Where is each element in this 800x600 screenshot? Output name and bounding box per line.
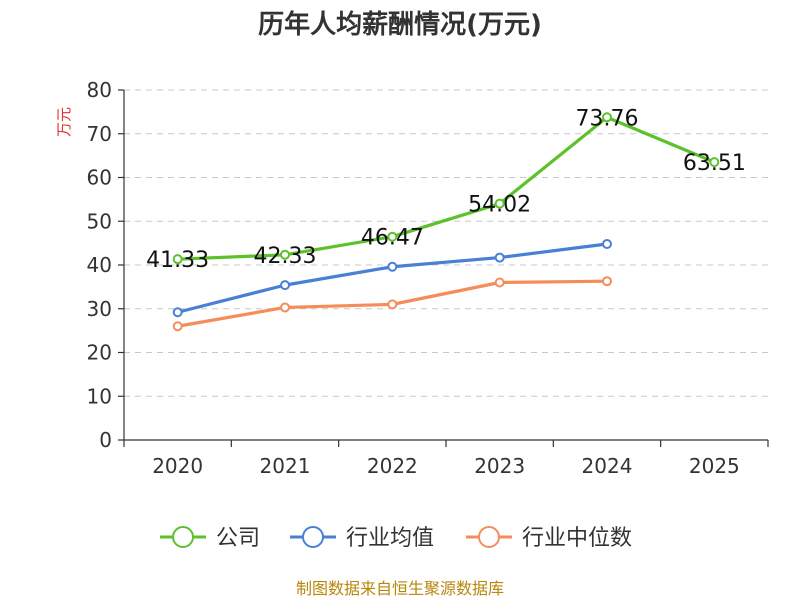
y-tick-label: 50 [87, 209, 112, 233]
source-note: 制图数据来自恒生聚源数据库 [296, 579, 504, 598]
data-point [602, 239, 612, 249]
data-label: 54.02 [468, 193, 531, 218]
y-tick-label: 10 [87, 384, 112, 408]
data-point [387, 261, 398, 272]
legend-item-1[interactable]: 行业均值 [290, 526, 434, 551]
y-tick-label: 20 [87, 341, 112, 365]
data-labels: 41.33 42.33 46.47 54.02 73.76 63.51 [146, 106, 746, 273]
x-tick-label: 2020 [152, 454, 203, 478]
axes: 0 10 20 30 40 50 60 70 80 2020 2021 2022 2023 2024 202… [87, 78, 769, 478]
x-tick-label: 2023 [474, 454, 525, 478]
data-label: 42.33 [254, 244, 317, 269]
data-point [494, 252, 505, 263]
data-label: 46.47 [361, 226, 424, 251]
data-point [280, 249, 290, 260]
y-tick-label: 0 [99, 428, 112, 452]
legend: 公司 行业均值 行业中位数 [160, 526, 632, 551]
data-point [602, 276, 612, 287]
y-tick-label: 70 [87, 122, 112, 146]
series-lines [172, 112, 720, 332]
x-tick-label: 2022 [367, 454, 418, 478]
data-point [602, 112, 612, 123]
y-tick-label: 60 [87, 166, 112, 190]
x-tick-label: 2025 [689, 454, 740, 478]
data-point [387, 231, 398, 242]
legend-label: 公司 [216, 526, 260, 551]
legend-item-0[interactable]: 公司 [160, 526, 260, 551]
chart-title: 历年人均薪酬情况(万元) [258, 9, 542, 40]
data-point [172, 254, 183, 265]
data-point [280, 280, 290, 291]
data-point [387, 299, 398, 310]
legend-marker [172, 526, 194, 548]
grid-lines [124, 89, 768, 397]
data-point [494, 277, 505, 288]
legend-item-2[interactable]: 行业中位数 [466, 526, 632, 551]
x-tick-label: 2024 [582, 454, 633, 478]
y-tick-label: 80 [87, 78, 112, 102]
legend-marker [302, 526, 324, 548]
data-point [172, 307, 183, 318]
data-point [280, 302, 290, 313]
legend-marker [478, 526, 500, 548]
y-tick-label: 40 [87, 253, 112, 277]
data-point [709, 157, 720, 168]
legend-label: 行业中位数 [522, 526, 632, 551]
y-tick-label: 30 [87, 297, 112, 321]
x-tick-label: 2021 [260, 454, 311, 478]
series-line-0 [177, 115, 715, 261]
data-label: 73.76 [576, 106, 639, 131]
data-label: 63.51 [683, 151, 746, 176]
data-point [494, 198, 505, 209]
data-label: 41.33 [146, 248, 209, 273]
y-axis-label: 万元 [55, 107, 73, 137]
data-point [172, 321, 183, 332]
legend-label: 行业均值 [346, 526, 434, 551]
